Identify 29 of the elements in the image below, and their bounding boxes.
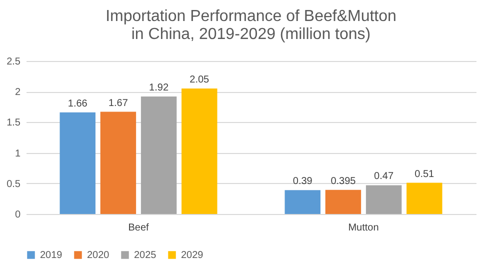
data-label: 0.51 xyxy=(414,168,435,180)
y-tick-label: 0.5 xyxy=(6,178,21,190)
chart-title: Importation Performance of Beef&Mutton in China, 2019-2029 (million tons) xyxy=(106,8,396,43)
legend-label: 2029 xyxy=(181,250,204,261)
data-label: 1.67 xyxy=(108,98,128,109)
y-tick-label: 2 xyxy=(14,87,21,98)
x-tick-label: Beef xyxy=(128,222,150,234)
y-tick-label: 0 xyxy=(14,210,21,220)
data-label: 0.39 xyxy=(292,176,313,188)
y-tick-label: 2.5 xyxy=(6,56,21,68)
bar xyxy=(325,190,362,214)
legend-label: 2019 xyxy=(40,250,63,261)
data-label: 0.395 xyxy=(330,176,356,187)
x-tick-label: Mutton xyxy=(348,222,379,234)
y-tick-label: 1 xyxy=(14,148,21,160)
bar xyxy=(366,185,402,214)
data-label: 1.66 xyxy=(68,98,88,110)
bar xyxy=(100,112,136,214)
legend-label: 2020 xyxy=(87,250,110,261)
bar xyxy=(182,88,218,214)
data-label: 0.47 xyxy=(374,171,394,182)
data-label: 2.05 xyxy=(190,74,210,86)
bar xyxy=(284,190,320,214)
bar xyxy=(140,96,177,214)
bar xyxy=(60,112,96,214)
data-label: 1.92 xyxy=(149,82,169,94)
bar xyxy=(406,182,442,214)
legend-label: 2025 xyxy=(134,250,157,261)
y-tick-label: 1.5 xyxy=(6,118,21,129)
